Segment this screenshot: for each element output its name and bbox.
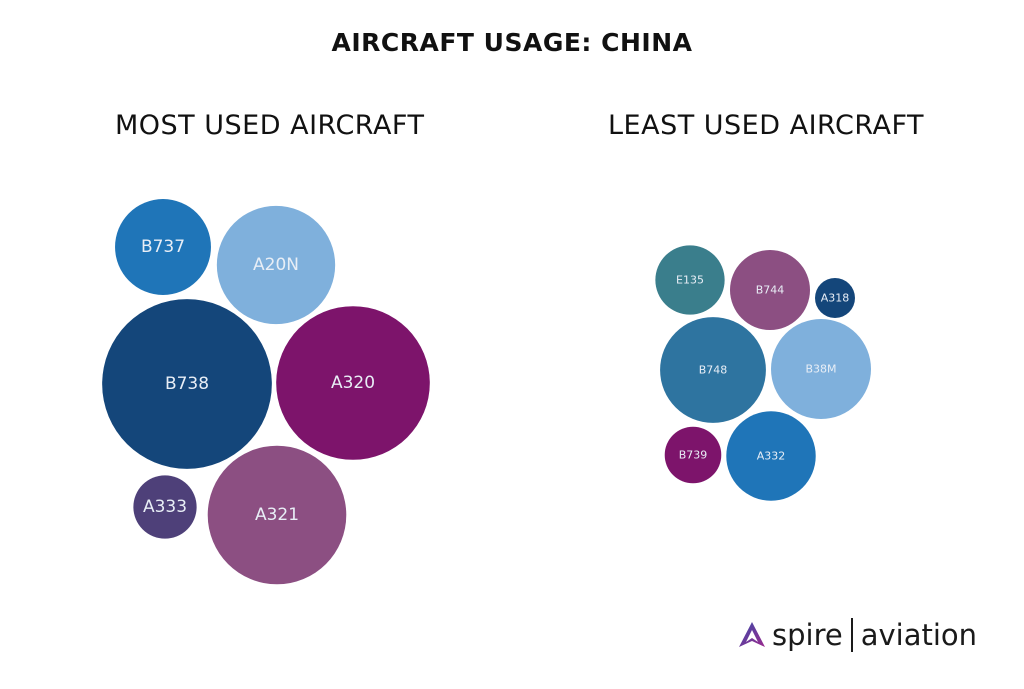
bubble-circle [664, 426, 722, 484]
bubble-b739: B739 [664, 426, 722, 484]
bubble-circle [771, 319, 871, 419]
logo-brand: spire [772, 618, 843, 652]
bubble-label: A320 [331, 373, 375, 393]
bubble-a321: A321 [207, 445, 347, 585]
bubble-b737: B737 [115, 199, 211, 295]
bubble-circle [133, 475, 197, 539]
least-used-title: LEAST USED AIRCRAFT [608, 110, 925, 141]
bubble-label: A333 [143, 497, 187, 517]
bubble-circle [655, 245, 725, 315]
bubble-label: B739 [679, 449, 708, 462]
bubble-circle [216, 205, 336, 325]
most-used-title: MOST USED AIRCRAFT [115, 110, 425, 141]
bubble-label: E135 [676, 274, 704, 287]
bubble-label: A318 [821, 292, 850, 305]
bubble-a318: A318 [815, 278, 855, 318]
bubble-e135: E135 [655, 245, 725, 315]
bubble-circle [660, 317, 766, 423]
bubble-b738: B738 [102, 299, 272, 469]
bubble-circle [815, 278, 855, 318]
bubble-label: B748 [699, 364, 728, 377]
bubble-label: B744 [756, 284, 785, 297]
logo-divider [850, 618, 853, 652]
bubble-circle [730, 250, 810, 330]
bubble-circle [207, 445, 347, 585]
bubble-label: B738 [165, 374, 209, 394]
bubble-label: B38M [805, 363, 836, 376]
bubble-a333: A333 [133, 475, 197, 539]
bubble-label: A20N [253, 255, 299, 275]
spire-logo-icon [739, 622, 765, 647]
page-title: AIRCRAFT USAGE: CHINA [331, 28, 693, 57]
bubble-b38m: B38M [771, 319, 871, 419]
bubble-b744: B744 [730, 250, 810, 330]
bubble-circle [102, 299, 272, 469]
bubble-circle [276, 306, 430, 460]
logo-division: aviation [860, 618, 978, 652]
bubble-b748: B748 [660, 317, 766, 423]
bubble-a332: A332 [726, 411, 816, 501]
bubble-label: A321 [255, 505, 299, 525]
bubble-label: A332 [757, 450, 786, 463]
bubble-circle [115, 199, 211, 295]
bubble-a320: A320 [276, 306, 430, 460]
bubble-label: B737 [141, 237, 185, 257]
bubble-circle [726, 411, 816, 501]
bubble-a20n: A20N [216, 205, 336, 325]
spire-aviation-logo: spire aviation [738, 618, 977, 652]
